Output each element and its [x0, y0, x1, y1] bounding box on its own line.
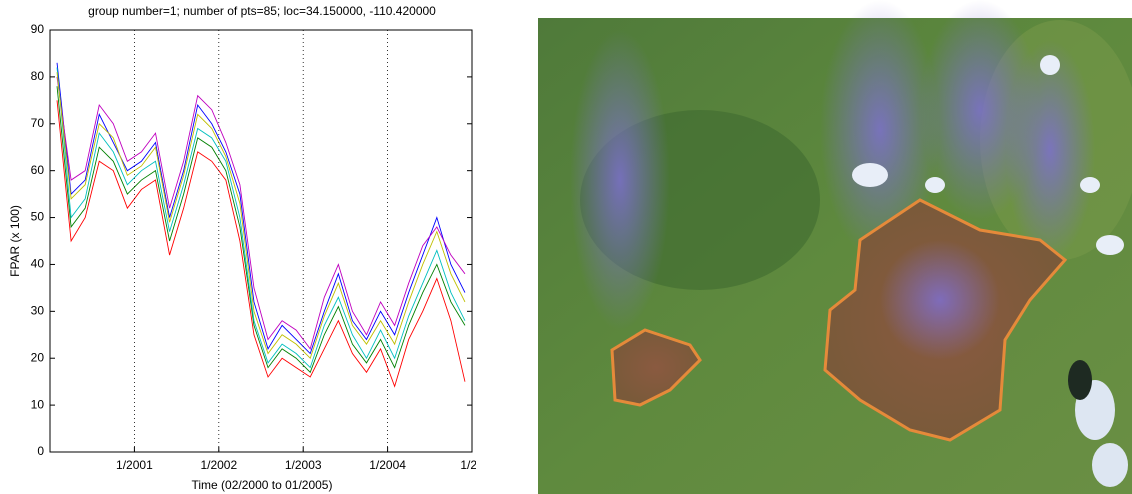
series-line [56, 100, 466, 388]
x-axis-label: Time (02/2000 to 01/2005) [192, 478, 333, 492]
series-line [56, 72, 466, 360]
x-tick-label: 1/2001 [116, 458, 153, 472]
x-ticks: 1/2001 1/2002 1/2003 1/2004 1/20 [116, 458, 484, 472]
satellite-image [538, 0, 1132, 494]
y-tick-label: 30 [31, 304, 45, 318]
y-tick-label: 0 [37, 444, 44, 458]
y-tick-label: 50 [31, 210, 45, 224]
y-tick-label: 70 [31, 116, 45, 130]
y-tick-label: 80 [31, 69, 45, 83]
y-tick-label: 40 [31, 257, 45, 271]
x-tick-label: 1/20 [460, 458, 484, 472]
plot-frame [49, 29, 473, 453]
y-tick-label: 90 [31, 22, 45, 36]
series-line [56, 67, 466, 369]
y-axis-label: FPAR (x 100) [8, 205, 22, 277]
series-line [56, 86, 466, 374]
y-tick-label: 20 [31, 350, 45, 364]
chart-title: group number=1; number of pts=85; loc=34… [88, 4, 436, 18]
plot-area [56, 62, 466, 388]
x-tick-label: 1/2002 [200, 458, 237, 472]
y-tick-label: 10 [31, 397, 45, 411]
series-line [56, 62, 466, 355]
x-tick-label: 1/2004 [369, 458, 406, 472]
series-line [56, 76, 466, 350]
x-tick-label: 1/2003 [285, 458, 322, 472]
y-tick-label: 60 [31, 163, 45, 177]
lines [56, 62, 466, 388]
